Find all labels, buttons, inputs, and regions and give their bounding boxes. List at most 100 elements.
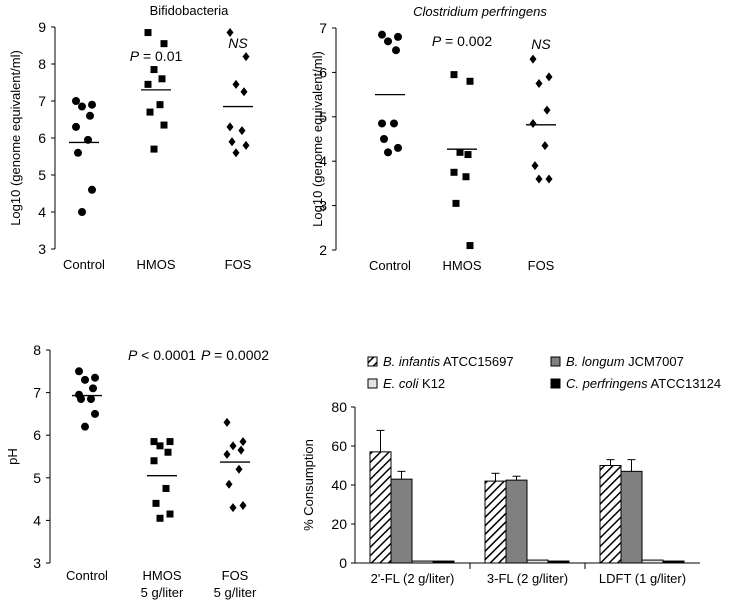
data-point (78, 102, 86, 111)
data-point (156, 101, 164, 109)
legend-species: B. infantis (383, 354, 441, 369)
data-point (235, 464, 243, 474)
legend-species: B. longum (566, 354, 625, 369)
data-point (158, 75, 166, 83)
data-point (543, 105, 551, 115)
y-tick-label: 3 (319, 198, 327, 214)
data-point (78, 208, 86, 216)
data-point (225, 479, 233, 489)
data-point (450, 71, 458, 79)
chart-title: Bifidobacteria (150, 3, 230, 18)
data-point (384, 148, 392, 157)
y-tick-label: 40 (331, 477, 347, 493)
data-point (545, 72, 553, 82)
y-tick-label: 6 (33, 427, 41, 443)
legend-label: C. perfringens ATCC13124 (566, 376, 721, 391)
y-tick-label: 6 (319, 64, 327, 80)
y-tick-label: 3 (33, 555, 41, 571)
data-point (232, 148, 240, 158)
significance-annotation: P = 0.002 (432, 33, 493, 49)
scatter-panel-bifido: 3 4 5 6 7 8 9 Log10 (genome equivalent/ml) Bifid… (8, 3, 253, 272)
data-point (156, 442, 164, 450)
y-axis-label: pH (5, 448, 20, 465)
x-category-label: FOS (225, 257, 252, 272)
data-point (228, 137, 236, 147)
data-point (88, 185, 96, 194)
data-point (166, 510, 174, 518)
data-point (160, 40, 168, 48)
p-symbol: P (201, 347, 211, 363)
bar (411, 560, 434, 564)
x-category-label: Control (369, 258, 411, 273)
data-point (86, 111, 94, 120)
data-point (150, 66, 158, 74)
legend-strain: ATCC13124 (648, 376, 721, 391)
bar (526, 559, 549, 564)
y-tick-label: 4 (38, 204, 46, 220)
data-point (394, 143, 402, 152)
y-tick-label: 4 (319, 153, 327, 169)
data-point (160, 121, 168, 129)
bar (620, 470, 643, 564)
data-point (242, 140, 250, 150)
data-point (162, 484, 170, 492)
p-symbol: P (128, 347, 138, 363)
data-point (390, 119, 398, 128)
data-point (144, 80, 152, 88)
data-point (232, 79, 240, 89)
bar (390, 478, 413, 564)
significance-annotation: P = 0.0002 (201, 347, 269, 363)
legend-swatch (367, 356, 378, 367)
y-tick-label: 8 (38, 56, 46, 72)
y-tick-label: 80 (331, 399, 347, 415)
data-point (466, 242, 474, 250)
data-point (75, 367, 83, 376)
data-point (152, 499, 160, 507)
y-tick-label: 5 (33, 470, 41, 486)
data-point (87, 394, 95, 403)
data-point (384, 37, 392, 46)
data-point (91, 409, 99, 418)
bar (641, 559, 664, 564)
data-point (223, 449, 231, 459)
p-value: = 0.002 (441, 33, 492, 49)
data-point (229, 503, 237, 513)
legend-swatch (550, 378, 561, 389)
x-category-label: 2'-FL (2 g/liter) (371, 571, 455, 586)
y-tick-label: 3 (38, 241, 46, 257)
y-tick-label: 7 (319, 20, 327, 36)
legend-swatch (550, 356, 561, 367)
y-axis-label: % Consumption (301, 439, 316, 531)
scatter-panel-ph: 3 4 5 6 7 8 pH Control HMOS 5 g/liter P < 0.0001 FO… (5, 342, 269, 600)
x-category-label: FOS (222, 568, 249, 583)
data-point (239, 500, 247, 510)
data-point (541, 141, 549, 151)
bar (599, 465, 622, 564)
y-tick-label: 60 (331, 438, 347, 454)
bar (432, 560, 455, 564)
y-tick-label: 2 (319, 242, 327, 258)
x-category-label: Control (63, 257, 105, 272)
data-point (240, 87, 248, 97)
significance-annotation: P < 0.0001 (128, 347, 196, 363)
legend-strain: ATCC15697 (440, 354, 513, 369)
data-point (392, 46, 400, 55)
x-category-sublabel: 5 g/liter (214, 585, 257, 600)
y-axis-label: Log10 (genome equivalent/ml) (8, 50, 23, 226)
x-category-label: 3-FL (2 g/liter) (487, 571, 568, 586)
bar (369, 451, 392, 564)
x-category-label: HMOS (443, 258, 482, 273)
y-tick-label: 5 (319, 109, 327, 125)
data-point (150, 457, 158, 465)
p-symbol: P (130, 48, 140, 64)
bar (484, 480, 507, 564)
y-tick-label: 5 (38, 167, 46, 183)
legend-strain: K12 (418, 376, 445, 391)
y-tick-label: 4 (33, 512, 41, 528)
data-point (456, 148, 464, 156)
x-category-sublabel: 5 g/liter (141, 585, 184, 600)
data-point (91, 373, 99, 382)
y-tick-label: 0 (339, 555, 347, 571)
legend-label: B. longum JCM7007 (566, 354, 684, 369)
significance-annotation: NS (531, 36, 551, 52)
